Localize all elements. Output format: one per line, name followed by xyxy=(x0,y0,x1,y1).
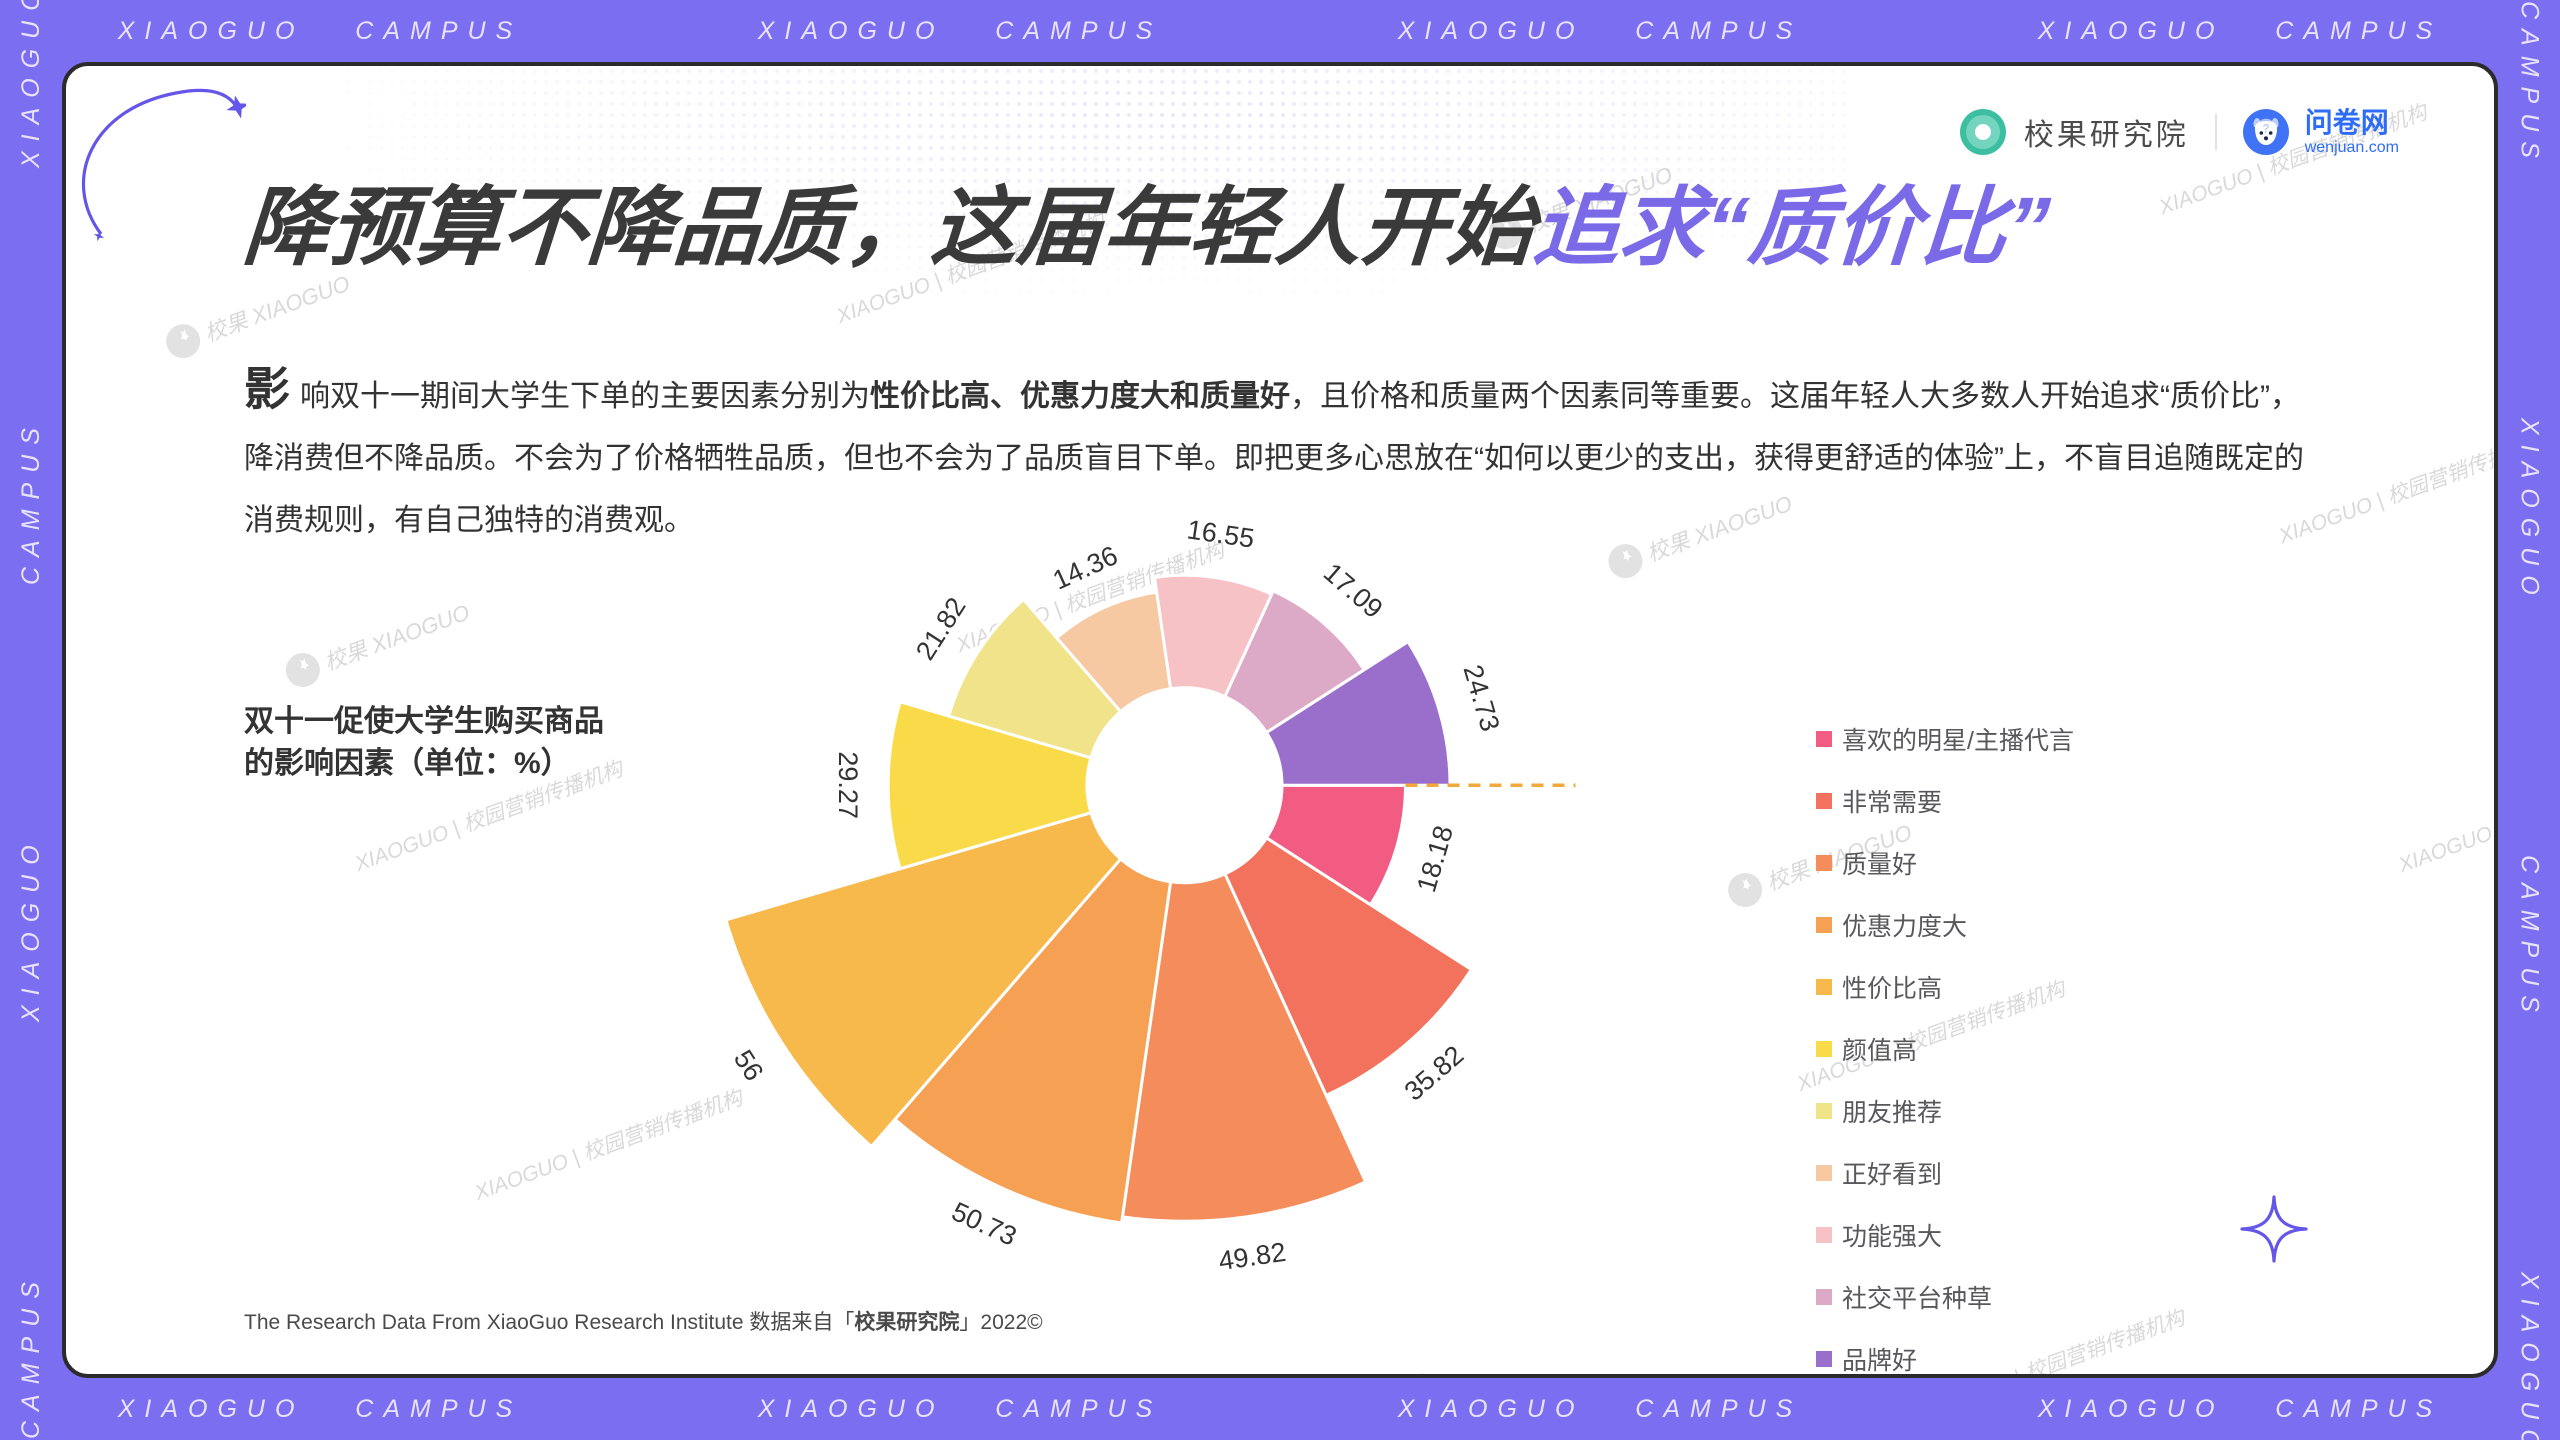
svg-text:56: 56 xyxy=(728,1045,769,1086)
svg-text:24.73: 24.73 xyxy=(1457,661,1505,734)
svg-text:18.18: 18.18 xyxy=(1411,822,1459,895)
svg-text:21.82: 21.82 xyxy=(910,592,972,665)
svg-text:50.73: 50.73 xyxy=(947,1196,1021,1251)
svg-text:16.55: 16.55 xyxy=(1185,514,1256,553)
svg-text:14.36: 14.36 xyxy=(1048,540,1122,595)
svg-text:29.27: 29.27 xyxy=(833,751,863,819)
svg-text:17.09: 17.09 xyxy=(1318,557,1389,624)
svg-text:35.82: 35.82 xyxy=(1399,1040,1470,1107)
svg-text:49.82: 49.82 xyxy=(1217,1237,1288,1276)
